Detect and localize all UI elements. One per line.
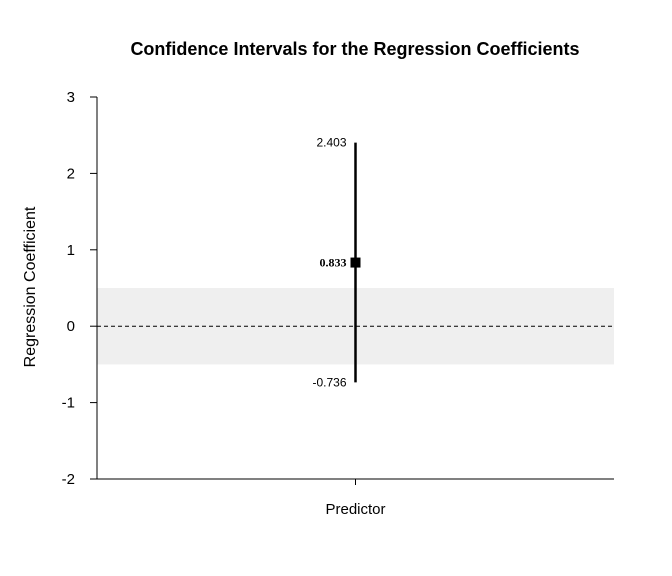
y-tick-label: -2 [62, 471, 75, 488]
y-tick-label: 0 [67, 318, 75, 335]
y-tick-label: 3 [67, 89, 75, 106]
y-tick-label: 2 [67, 165, 75, 182]
upper-bound-label: 2.403 [316, 136, 346, 150]
chart-title: Confidence Intervals for the Regression … [130, 39, 579, 59]
y-tick-label: -1 [62, 395, 75, 412]
point-estimate-marker [350, 257, 361, 268]
x-tick-label: Predictor [325, 501, 385, 518]
estimate-label: 0.833 [320, 256, 347, 270]
lower-bound-label: -0.736 [312, 375, 346, 389]
y-tick-label: 1 [67, 242, 75, 259]
y-axis-label: Regression Coefficient [22, 206, 39, 367]
